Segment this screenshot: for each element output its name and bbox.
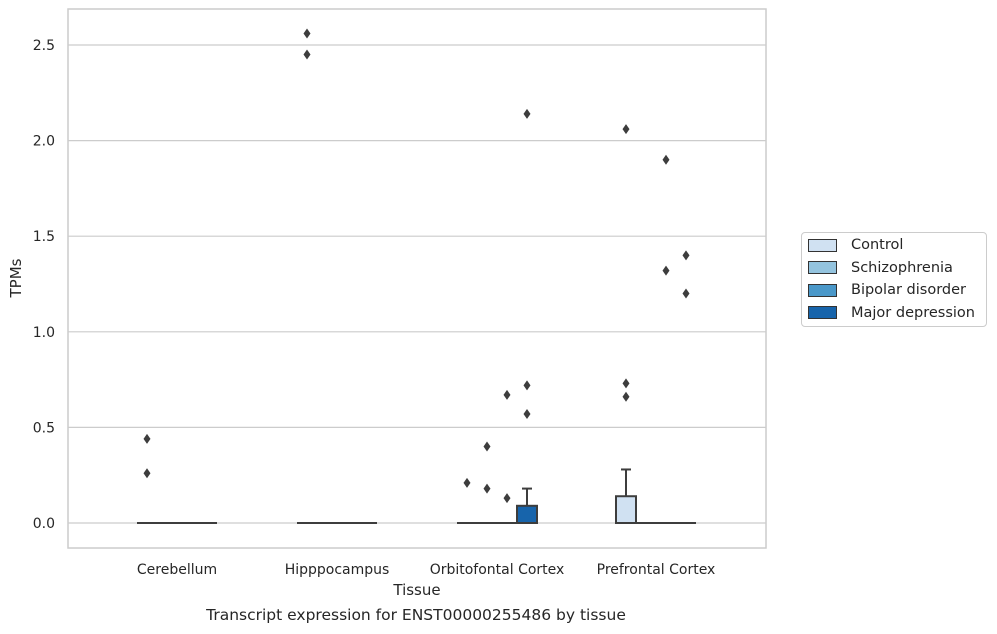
outlier-layer [143, 28, 690, 504]
x-tick-label-cerebellum: Cerebellum [137, 562, 217, 578]
box-layer [137, 468, 696, 524]
legend-label-bipolar-disorder: Bipolar disorder [851, 282, 966, 298]
outlier-point [662, 154, 670, 165]
outlier-point [143, 433, 151, 444]
box-body [516, 504, 538, 524]
legend-swatch-bipolar-disorder [808, 283, 837, 297]
x-tick-label-hipppocampus: Hipppocampus [285, 562, 390, 578]
outlier-point [682, 288, 690, 299]
legend-label-schizophrenia: Schizophrenia [851, 259, 953, 276]
plot-frame [67, 8, 767, 549]
outlier-point [303, 28, 311, 39]
legend-item-control: Control [808, 236, 903, 254]
outlier-point [523, 108, 531, 119]
grid-lines [68, 44, 766, 524]
outlier-point [622, 124, 630, 135]
chart-caption: Transcript expression for ENST0000025548… [206, 606, 626, 624]
box-major-depression-orbitofontal-cortex [516, 487, 538, 524]
y-tick-label: 1.5 [33, 229, 55, 245]
y-tick-label: 0.0 [33, 516, 55, 532]
outlier-point [622, 378, 630, 389]
outlier-point [503, 493, 511, 504]
legend: Control Schizophrenia Bipolar disorder M… [801, 232, 987, 327]
legend-label-major-depression: Major depression [851, 304, 975, 321]
outlier-point [483, 483, 491, 494]
plot-area-border [67, 8, 767, 549]
box-body [615, 495, 637, 524]
outlier-point [303, 49, 311, 60]
x-axis-label: Tissue [392, 581, 440, 599]
legend-item-schizophrenia: Schizophrenia [808, 259, 953, 277]
legend-swatch-control [808, 238, 837, 252]
x-tick-label-orbitofontal-cortex: Orbitofontal Cortex [430, 562, 565, 578]
outlier-point [463, 477, 471, 488]
outlier-point [622, 391, 630, 402]
box-control-prefrontal-cortex [615, 468, 637, 524]
legend-swatch-major-depression [808, 306, 837, 319]
outlier-point [523, 409, 531, 420]
x-tick-labels: Cerebellum Hipppocampus Orbitofontal Corte… [137, 562, 715, 578]
y-axis-label: TPMs [7, 258, 25, 298]
legend-item-major-depression: Major depression [808, 304, 975, 322]
y-tick-label: 1.0 [33, 325, 55, 341]
outlier-point [523, 380, 531, 391]
x-tick-label-prefrontal-cortex: Prefrontal Cortex [597, 562, 716, 578]
legend-item-bipolar-disorder: Bipolar disorder [808, 281, 966, 299]
legend-label-control: Control [851, 237, 904, 253]
y-tick-labels: 0.0 0.5 1.0 1.5 2.0 2.5 [33, 38, 55, 532]
outlier-point [483, 441, 491, 452]
y-tick-label: 2.0 [33, 134, 55, 150]
legend-swatch-schizophrenia [808, 261, 837, 274]
outlier-point [682, 250, 690, 261]
y-tick-label: 0.5 [33, 420, 55, 436]
y-tick-label: 2.5 [33, 38, 55, 54]
outlier-point [662, 265, 670, 276]
outlier-point [143, 468, 151, 479]
outlier-point [503, 389, 511, 400]
